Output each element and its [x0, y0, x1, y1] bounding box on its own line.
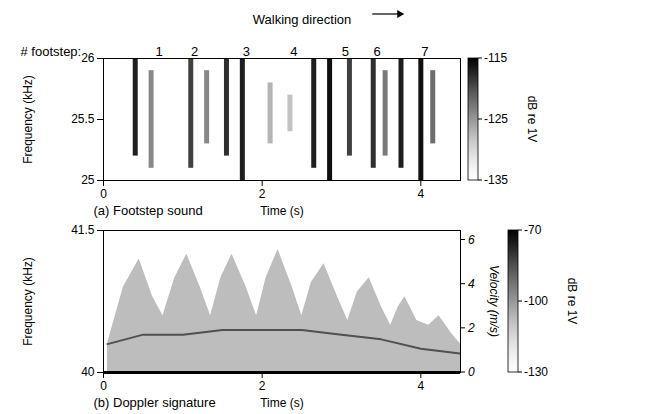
- svg-text:3: 3: [243, 44, 250, 59]
- svg-text:2: 2: [191, 44, 198, 59]
- svg-text:40: 40: [81, 365, 95, 379]
- svg-text:(b) Doppler signature: (b) Doppler signature: [94, 395, 216, 410]
- svg-text:2: 2: [259, 187, 266, 201]
- svg-text:25.5: 25.5: [71, 112, 95, 126]
- svg-text:-100: -100: [524, 294, 548, 308]
- svg-text:Walking direction: Walking direction: [253, 12, 352, 27]
- svg-text:25: 25: [81, 173, 95, 187]
- svg-text:6: 6: [468, 233, 475, 247]
- svg-text:4: 4: [290, 44, 297, 59]
- svg-text:dB re 1V: dB re 1V: [565, 278, 579, 325]
- svg-text:-125: -125: [484, 112, 508, 126]
- svg-text:0: 0: [100, 187, 107, 201]
- svg-text:7: 7: [421, 44, 428, 59]
- svg-text:4: 4: [417, 187, 424, 201]
- svg-text:(a) Footstep sound: (a) Footstep sound: [94, 203, 203, 218]
- svg-text:Time (s): Time (s): [260, 396, 304, 410]
- svg-text:1: 1: [155, 44, 162, 59]
- svg-text:2: 2: [259, 379, 266, 393]
- svg-text:Frequency (kHz): Frequency (kHz): [21, 257, 35, 346]
- svg-text:# footstep:: # footstep:: [21, 44, 82, 59]
- svg-text:2: 2: [467, 321, 475, 335]
- svg-text:-70: -70: [524, 223, 542, 237]
- svg-text:dB re 1V: dB re 1V: [525, 96, 539, 143]
- svg-text:-135: -135: [484, 173, 508, 187]
- svg-text:5: 5: [342, 44, 349, 59]
- svg-text:-115: -115: [484, 51, 507, 65]
- svg-text:6: 6: [374, 44, 381, 59]
- svg-text:Velocity (m/s): Velocity (m/s): [487, 265, 501, 337]
- svg-text:Frequency (kHz): Frequency (kHz): [21, 75, 35, 164]
- svg-text:0: 0: [468, 365, 475, 379]
- svg-text:26: 26: [81, 51, 95, 65]
- svg-text:-130: -130: [524, 365, 548, 379]
- svg-text:41.5: 41.5: [71, 223, 95, 237]
- svg-text:Time (s): Time (s): [260, 204, 304, 218]
- svg-text:4: 4: [417, 379, 424, 393]
- svg-text:0: 0: [100, 379, 107, 393]
- svg-text:4: 4: [468, 277, 475, 291]
